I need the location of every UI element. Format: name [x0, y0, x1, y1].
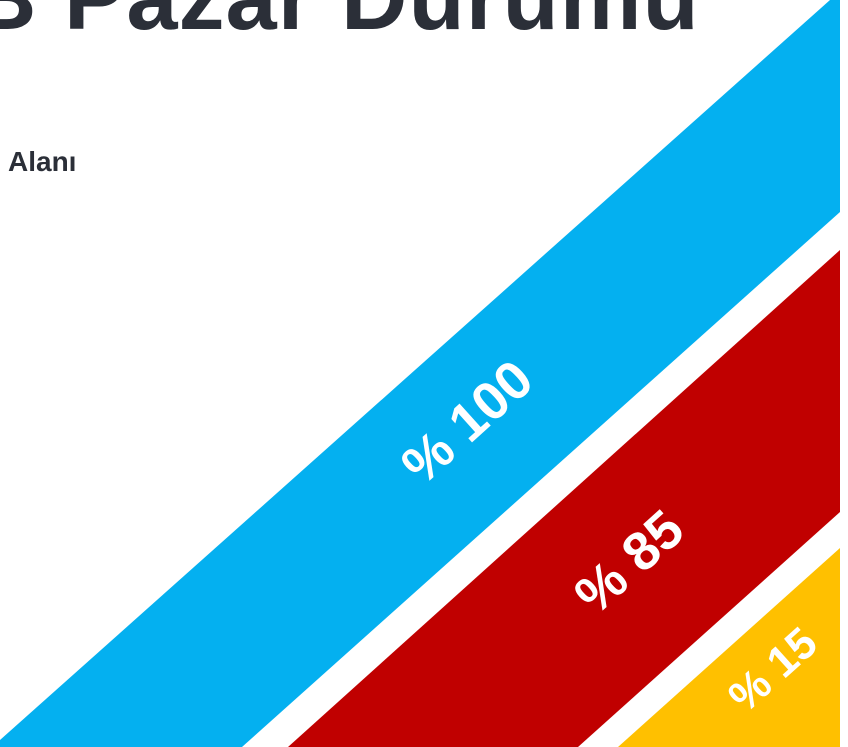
stripe-15-band: [618, 548, 840, 747]
page-subtitle: Alanı: [8, 146, 77, 177]
stripe-85-band: [288, 250, 840, 747]
page-title: B Pazar Durumu: [0, 0, 700, 51]
